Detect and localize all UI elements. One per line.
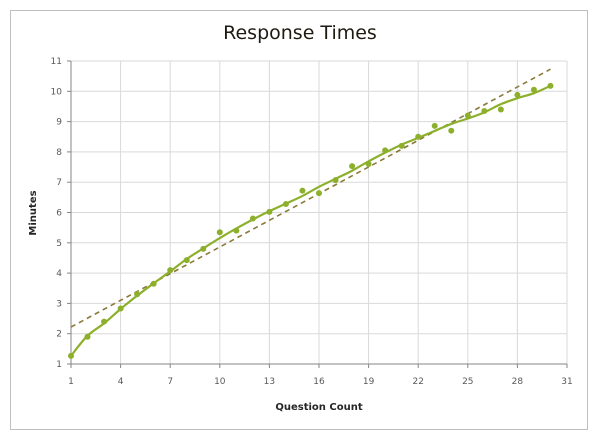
data-point xyxy=(183,257,190,264)
data-point xyxy=(514,91,521,98)
data-point xyxy=(316,190,322,197)
x-tick-label: 16 xyxy=(313,377,325,387)
y-tick-label: 10 xyxy=(51,87,63,97)
x-tick-label: 28 xyxy=(512,377,524,387)
data-point xyxy=(398,142,405,149)
y-tick-label: 8 xyxy=(56,148,62,158)
data-point xyxy=(332,177,339,184)
data-point xyxy=(150,280,157,287)
x-tick-label: 4 xyxy=(118,377,124,387)
data-point xyxy=(382,147,389,154)
data-point xyxy=(68,352,74,359)
x-tick-label: 13 xyxy=(264,377,275,387)
y-tick-label: 1 xyxy=(56,360,62,370)
x-tick-label: 25 xyxy=(462,377,473,387)
data-point xyxy=(216,229,223,236)
x-tick-label: 10 xyxy=(214,377,226,387)
data-point xyxy=(365,161,372,168)
y-tick-label: 6 xyxy=(56,209,62,219)
linear-trendline xyxy=(70,68,551,328)
data-point xyxy=(200,245,207,252)
data-point xyxy=(84,333,91,340)
y-tick-label: 2 xyxy=(56,330,62,340)
x-tick-label: 22 xyxy=(412,377,423,387)
chart-title: Response Times xyxy=(223,22,377,44)
data-point xyxy=(266,208,273,215)
y-tick-label: 7 xyxy=(56,178,62,188)
x-tick-label: 7 xyxy=(167,377,173,387)
data-point xyxy=(134,291,141,298)
data-point xyxy=(415,133,422,140)
x-tick-label: 31 xyxy=(561,377,572,387)
gridlines xyxy=(71,60,568,364)
chart-frame xyxy=(10,10,588,430)
data-point xyxy=(282,201,289,208)
data-point xyxy=(448,127,455,134)
y-tick-label: 3 xyxy=(56,299,62,309)
data-point xyxy=(431,122,438,129)
data-point xyxy=(101,318,108,325)
y-axis-title: Minutes xyxy=(28,190,39,235)
data-point xyxy=(547,82,554,89)
data-point xyxy=(464,112,471,119)
data-point xyxy=(249,215,256,222)
axes xyxy=(67,60,568,368)
smooth-trend-line xyxy=(70,84,551,357)
data-point xyxy=(233,227,240,234)
data-point xyxy=(167,267,174,274)
y-tick-label: 4 xyxy=(56,269,62,279)
x-tick-label: 1 xyxy=(68,377,74,387)
data-series xyxy=(68,68,554,359)
y-tick-label: 9 xyxy=(56,118,62,128)
y-tick-label: 11 xyxy=(51,57,62,67)
data-point xyxy=(530,86,537,93)
y-tick-label: 5 xyxy=(56,239,62,249)
x-axis-title: Question Count xyxy=(275,402,362,413)
data-point xyxy=(481,107,488,114)
data-point xyxy=(299,187,306,194)
data-point xyxy=(497,106,504,113)
x-tick-label: 19 xyxy=(363,377,375,387)
data-point xyxy=(117,305,124,312)
data-point xyxy=(349,163,356,170)
